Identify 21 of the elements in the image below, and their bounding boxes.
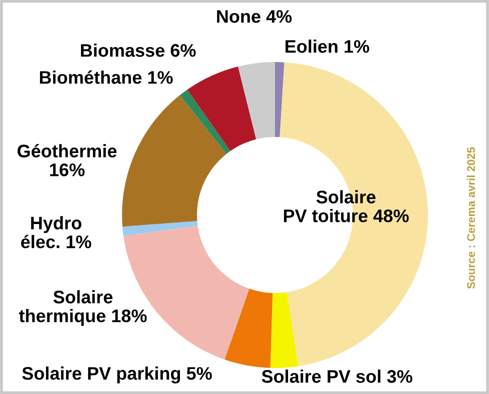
donut-slice	[238, 62, 275, 140]
data-label: 16%	[50, 163, 85, 176]
donut-slice	[180, 90, 230, 154]
slice-label: Solaire PV parking 5%	[22, 366, 212, 384]
donut-slice	[275, 62, 284, 138]
donut-slice	[270, 292, 298, 368]
donut-slice	[122, 95, 226, 227]
slice-label: Solaire PV toiture 48%	[284, 190, 409, 222]
donut-slice	[187, 66, 256, 152]
slice-label: None 4%	[217, 10, 292, 23]
slice-label: Solaire thermique 18%	[19, 290, 147, 326]
slice-label: Hydro élec. 1%	[21, 216, 92, 248]
slice-label: Géothermie	[18, 144, 117, 158]
slice-label: Biomasse 6%	[81, 44, 196, 57]
donut-slice	[122, 220, 198, 236]
donut-slice	[280, 62, 428, 366]
donut-slice	[224, 288, 273, 368]
slice-label: Solaire PV sol 3%	[262, 370, 412, 383]
slice-label: Biométhane 1%	[40, 70, 173, 84]
source-note: Source : Cerema avril 2025	[466, 147, 475, 289]
slice-label: Eolien 1%	[286, 40, 370, 53]
